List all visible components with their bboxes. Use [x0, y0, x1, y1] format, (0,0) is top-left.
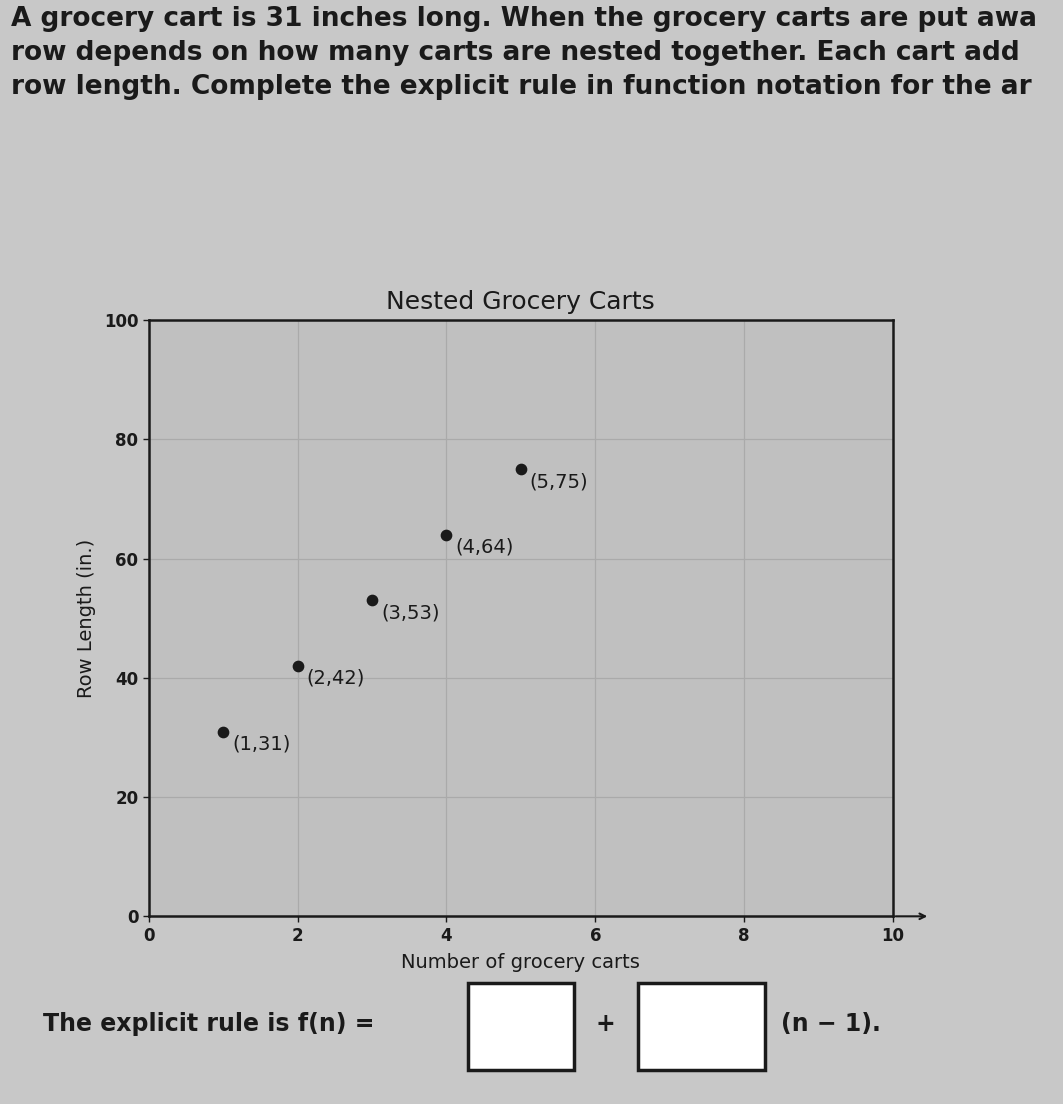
- Text: (5,75): (5,75): [529, 473, 589, 491]
- Point: [215, 723, 232, 741]
- Text: (2,42): (2,42): [306, 669, 365, 688]
- Point: [512, 460, 529, 478]
- Text: (4,64): (4,64): [455, 538, 513, 556]
- Title: Nested Grocery Carts: Nested Grocery Carts: [387, 290, 655, 314]
- Text: (n − 1).: (n − 1).: [781, 1011, 881, 1036]
- Y-axis label: Row Length (in.): Row Length (in.): [77, 539, 96, 698]
- X-axis label: Number of grocery carts: Number of grocery carts: [402, 953, 640, 972]
- FancyBboxPatch shape: [468, 984, 574, 1070]
- Text: (3,53): (3,53): [381, 603, 439, 623]
- Text: (1,31): (1,31): [232, 734, 290, 753]
- Text: A grocery cart is 31 inches long. When the grocery carts are put awa
row depends: A grocery cart is 31 inches long. When t…: [11, 6, 1036, 100]
- FancyBboxPatch shape: [638, 984, 765, 1070]
- Text: +: +: [595, 1011, 615, 1036]
- Point: [289, 657, 306, 675]
- Point: [438, 526, 455, 543]
- Text: The explicit rule is f(n) =: The explicit rule is f(n) =: [43, 1011, 374, 1036]
- Point: [364, 592, 381, 609]
